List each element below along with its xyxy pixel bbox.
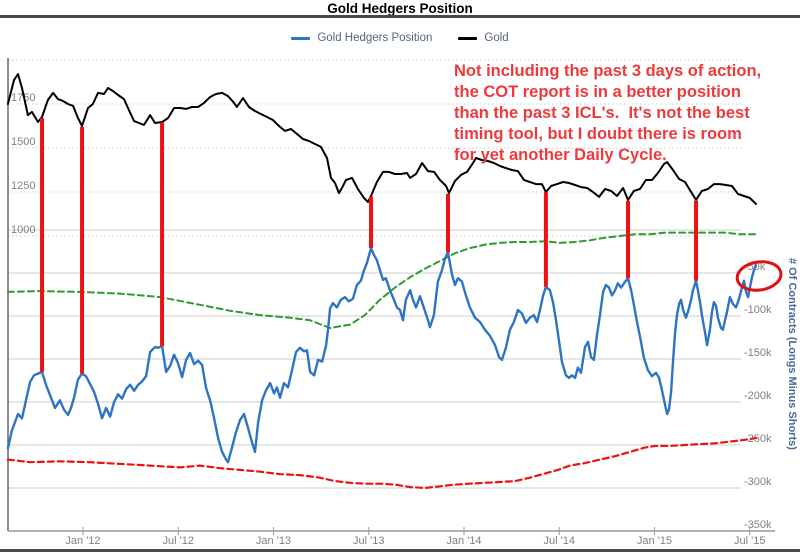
page-title: Gold Hedgers Position: [327, 1, 473, 16]
highlight-ellipse: [735, 260, 783, 292]
legend-swatch-hedgers: [291, 36, 311, 40]
annotation-line: timing tool, but I doubt there is room: [454, 125, 742, 143]
x-tick-label: Jul '12: [163, 535, 194, 547]
contracts-tick-label: -150k: [744, 347, 772, 359]
x-tick-label: Jan '14: [446, 535, 481, 547]
annotation-line: Not including the past 3 days of action,: [454, 62, 762, 80]
legend-item-gold: Gold: [458, 32, 509, 44]
annotation-text: Not including the past 3 days of action,…: [454, 61, 761, 166]
contracts-tick-label: -200k: [744, 390, 772, 402]
price-tick-label: 1500: [11, 136, 35, 148]
contracts-tick-label: -250k: [744, 433, 772, 445]
x-tick-label: Jan '13: [256, 535, 291, 547]
title-divider: [0, 15, 800, 18]
x-tick-label: Jan '12: [65, 535, 100, 547]
contracts-tick-label: -350k: [744, 519, 772, 531]
annotation-line: the COT report is in a better position: [454, 83, 741, 101]
contracts-tick-label: -100k: [744, 304, 772, 316]
x-tick-label: Jul '13: [353, 535, 384, 547]
price-tick-label: 1250: [11, 180, 35, 192]
legend-swatch-gold: [458, 36, 478, 40]
x-tick-label: Jul '14: [544, 535, 575, 547]
legend-label-hedgers: Gold Hedgers Position: [317, 32, 433, 44]
annotation-line: for yet another Daily Cycle.: [454, 146, 667, 164]
legend: Gold Hedgers Position Gold: [0, 32, 800, 44]
legend-label-gold: Gold: [484, 32, 509, 44]
upper-band-green-dashed--series: [6, 231, 757, 329]
right-axis-title: # Of Contracts (Longs Minus Shorts): [786, 258, 798, 450]
annotation-line: than the past 3 ICL's. It's not the best: [454, 104, 750, 122]
legend-item-hedgers: Gold Hedgers Position: [291, 32, 432, 44]
bottom-border: [0, 549, 800, 552]
x-tick-label: Jul '15: [734, 535, 765, 547]
contracts-tick-label: -300k: [744, 476, 772, 488]
gold-hedgers-position-series: [6, 246, 758, 464]
x-tick-label: Jan '15: [637, 535, 672, 547]
price-tick-label: 1000: [11, 224, 35, 236]
lower-band-red-dashed--series: [6, 437, 758, 490]
